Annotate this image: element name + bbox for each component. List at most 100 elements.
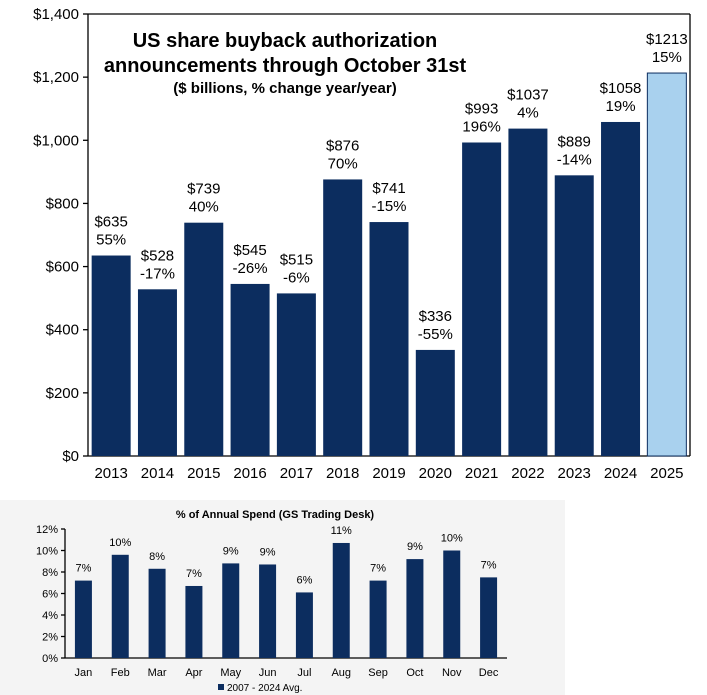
main-x-tick-label: 2016: [233, 465, 266, 482]
main-x-tick-label: 2013: [94, 465, 127, 482]
main-pct-label: 55%: [96, 232, 126, 249]
small-bar: [222, 563, 240, 658]
small-y-axis: 0% 2% 4% 6% 8% 10% 12%: [36, 524, 507, 665]
small-bar: [480, 577, 498, 658]
small-value-label: 11%: [331, 525, 352, 537]
small-bar: [74, 580, 92, 658]
main-y-tick-label: $800: [46, 195, 79, 212]
main-pct-label: -15%: [371, 198, 406, 215]
main-bar: [276, 293, 316, 456]
main-bar: [415, 349, 455, 456]
small-data-labels: 7% 10% 8% 7% 9% 9% 6% 11% 7% 9% 10% 7%: [75, 525, 496, 586]
main-x-tick-label: 2021: [465, 465, 498, 482]
small-y-tick-label: 8%: [42, 567, 58, 579]
main-pct-label: 19%: [606, 98, 636, 115]
main-title-line-1: US share buyback authorization: [133, 30, 438, 52]
small-y-tick-label: 4%: [42, 610, 58, 622]
small-value-label: 7%: [75, 563, 91, 575]
main-bar: [323, 179, 363, 457]
main-y-tick-label: $1,000: [33, 132, 79, 149]
main-bar: [462, 142, 502, 456]
main-value-label: $993: [465, 100, 498, 117]
small-x-tick-label: Sep: [368, 667, 388, 679]
small-x-tick-label: Jul: [297, 667, 311, 679]
main-bar: [369, 222, 409, 456]
main-value-label: $741: [372, 180, 405, 197]
small-value-label: 9%: [260, 546, 276, 558]
main-value-label: $336: [419, 308, 452, 325]
main-bar: [554, 175, 594, 456]
small-value-label: 10%: [109, 537, 131, 549]
small-value-label: 9%: [407, 541, 423, 553]
main-x-tick-label: 2025: [650, 465, 683, 482]
main-pct-label: 40%: [189, 199, 219, 216]
small-x-tick-label: Mar: [148, 667, 167, 679]
small-bars: [74, 542, 498, 658]
small-bar: [406, 559, 424, 658]
small-legend-swatch: [218, 684, 224, 690]
small-y-tick-label: 10%: [36, 546, 58, 558]
main-bar: [230, 283, 270, 456]
small-y-tick-label: 0%: [42, 653, 58, 665]
main-value-label: $1213: [646, 31, 688, 48]
small-chart: % of Annual Spend (GS Trading Desk) 0% 2%…: [0, 500, 565, 695]
main-bar: [508, 128, 548, 456]
main-value-label: $876: [326, 137, 359, 154]
small-bar: [295, 592, 313, 658]
small-x-tick-label: Jan: [75, 667, 93, 679]
main-value-label: $545: [233, 242, 266, 259]
small-x-tick-label: Nov: [442, 667, 462, 679]
main-pct-label: 70%: [328, 155, 358, 172]
main-pct-label: -26%: [233, 260, 268, 277]
main-x-tick-label: 2020: [419, 465, 452, 482]
main-pct-label: 196%: [462, 118, 500, 135]
small-bar: [148, 568, 166, 658]
small-x-tick-label: Jun: [259, 667, 277, 679]
small-value-label: 10%: [441, 533, 463, 545]
main-y-tick-label: $0: [62, 448, 79, 465]
main-x-tick-label: 2022: [511, 465, 544, 482]
small-chart-title: % of Annual Spend (GS Trading Desk): [176, 509, 375, 521]
main-value-label: $635: [94, 214, 127, 231]
main-x-axis: 2013 2014 2015 2016 2017 2018 2019 2020 2021 2022…: [94, 465, 683, 482]
small-panel-background: [0, 500, 565, 695]
main-x-tick-label: 2018: [326, 465, 359, 482]
main-value-label: $889: [558, 133, 591, 150]
main-x-tick-label: 2014: [141, 465, 174, 482]
main-pct-label: -6%: [283, 269, 310, 286]
small-x-tick-label: Dec: [479, 667, 499, 679]
main-pct-label: 15%: [652, 49, 682, 66]
main-y-tick-label: $1,400: [33, 6, 79, 23]
main-y-tick-label: $1,200: [33, 69, 79, 86]
main-pct-label: -17%: [140, 265, 175, 282]
small-x-tick-label: Feb: [111, 667, 130, 679]
main-value-label: $1058: [600, 80, 642, 97]
small-x-tick-label: May: [220, 667, 241, 679]
main-pct-label: -14%: [557, 151, 592, 168]
main-x-tick-label: 2024: [604, 465, 637, 482]
main-y-tick-label: $400: [46, 322, 79, 339]
main-x-tick-label: 2019: [372, 465, 405, 482]
main-value-label: $1037: [507, 87, 549, 104]
small-value-label: 7%: [186, 568, 202, 580]
small-bar: [111, 554, 129, 658]
small-x-axis: Jan Feb Mar Apr May Jun Jul Aug Sep Oct Nov Dec: [75, 667, 499, 679]
main-value-label: $739: [187, 181, 220, 198]
small-value-label: 7%: [370, 563, 386, 575]
main-pct-label: 4%: [517, 105, 539, 122]
main-y-tick-label: $600: [46, 259, 79, 276]
small-bar: [185, 585, 203, 658]
small-y-tick-label: 6%: [42, 589, 58, 601]
small-y-tick-label: 12%: [36, 524, 58, 536]
small-bar: [369, 580, 387, 658]
main-bar: [184, 222, 224, 456]
small-value-label: 9%: [223, 545, 239, 557]
small-value-label: 8%: [149, 551, 165, 563]
small-bar: [332, 542, 350, 658]
main-subtitle: ($ billions, % change year/year): [173, 80, 396, 97]
small-bar: [259, 564, 277, 658]
small-x-tick-label: Apr: [185, 667, 202, 679]
main-bar-highlight: [646, 72, 687, 457]
